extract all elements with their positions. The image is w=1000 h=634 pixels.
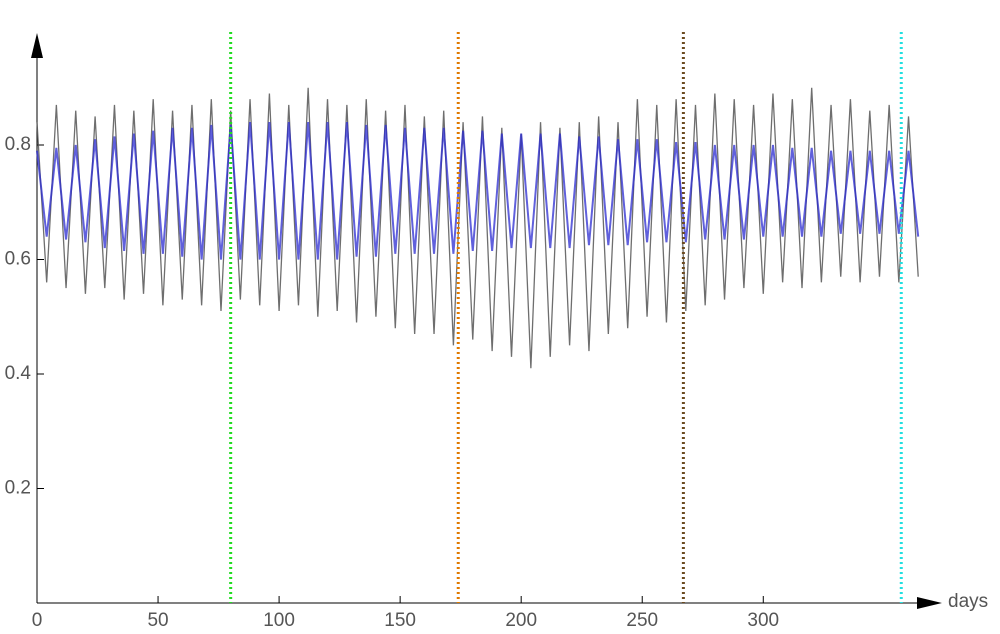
x-tick-label: 0: [32, 610, 43, 631]
x-axis-arrow: [917, 597, 942, 609]
y-tick-label: 0.6: [5, 249, 31, 270]
y-axis-arrow: [31, 33, 43, 58]
y-tick-label: 0.8: [5, 134, 31, 155]
y-tick-label: 0.2: [5, 478, 31, 499]
x-tick-label: 50: [147, 610, 168, 631]
x-tick-label: 250: [626, 610, 658, 631]
y-tick-label: 0.4: [5, 363, 32, 384]
x-axis-label: days: [948, 591, 988, 612]
x-tick-label: 150: [384, 610, 416, 631]
data-line: [36, 122, 920, 260]
x-tick-label: 200: [505, 610, 537, 631]
data-line: [36, 87, 919, 369]
x-tick-label: 300: [747, 610, 779, 631]
x-tick-label: 100: [263, 610, 295, 631]
